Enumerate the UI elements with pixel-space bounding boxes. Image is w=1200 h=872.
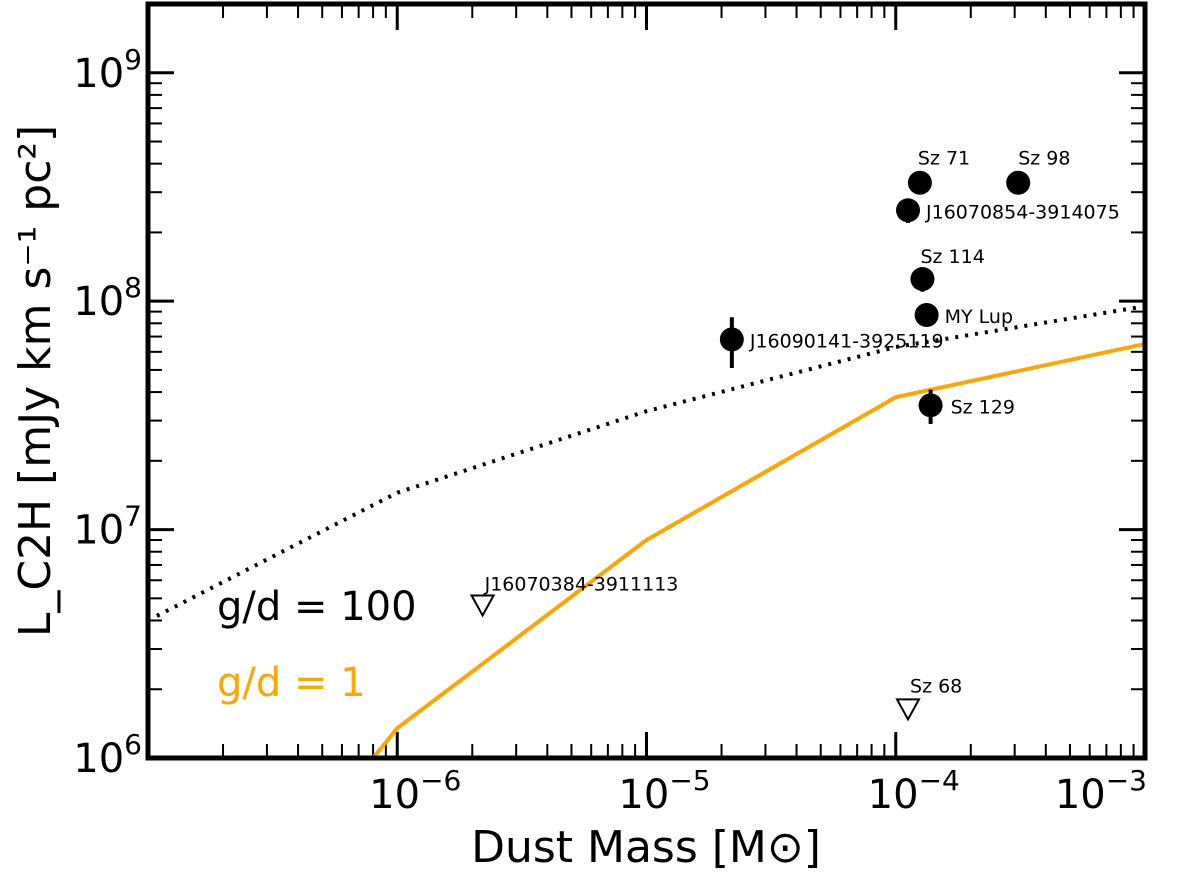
major-ticks [146, 4, 1147, 760]
y-axis-label: L_C2H [mJy km s⁻¹ pc²] [10, 125, 61, 637]
y-tick-label: 107 [73, 500, 142, 554]
data-points [469, 170, 1031, 722]
minor-ticks [148, 3, 1145, 758]
y-tick-label: 109 [73, 43, 142, 97]
model-line-gd-1 [371, 341, 1145, 758]
point-label: J16070384-3911113 [484, 573, 679, 595]
detection-point [719, 327, 744, 352]
y-tick-label: 108 [73, 271, 142, 325]
model-line-gd-100 [148, 304, 1145, 623]
annotation-gd-1: g/d = 1 [217, 660, 366, 706]
detection-point [918, 393, 943, 418]
detection-point [1006, 170, 1031, 195]
point-label: Sz 98 [1018, 148, 1070, 170]
annotation-gd-100: g/d = 100 [217, 584, 417, 630]
upper-limit-marker [895, 698, 921, 722]
x-tick-label: 10−3 [1055, 764, 1147, 818]
x-tick-labels: 10−6 10−5 10−4 10−3 [369, 764, 1147, 818]
point-label: Sz 114 [920, 246, 984, 268]
upper-limit-marker [469, 594, 496, 618]
x-tick-label: 10−4 [868, 764, 960, 818]
point-label: J16090141-3925119 [749, 330, 944, 352]
point-label: J16070854-3914075 [925, 201, 1120, 223]
y-tick-label: 106 [73, 728, 142, 782]
detection-point [914, 302, 939, 327]
detection-point [896, 198, 921, 223]
x-tick-label: 10−5 [618, 764, 710, 818]
point-label: Sz 129 [951, 396, 1015, 418]
y-tick-labels: 106 107 108 109 [73, 43, 142, 782]
detection-point [910, 267, 935, 292]
plot-frame [145, 1, 1148, 761]
point-label: MY Lup [945, 306, 1013, 328]
x-axis-label: Dust Mass [M⊙] [471, 822, 821, 872]
model-series [148, 304, 1145, 758]
point-label: Sz 68 [910, 675, 962, 697]
point-label: Sz 71 [918, 148, 970, 170]
x-tick-label: 10−6 [369, 764, 461, 818]
detection-point [907, 170, 932, 195]
